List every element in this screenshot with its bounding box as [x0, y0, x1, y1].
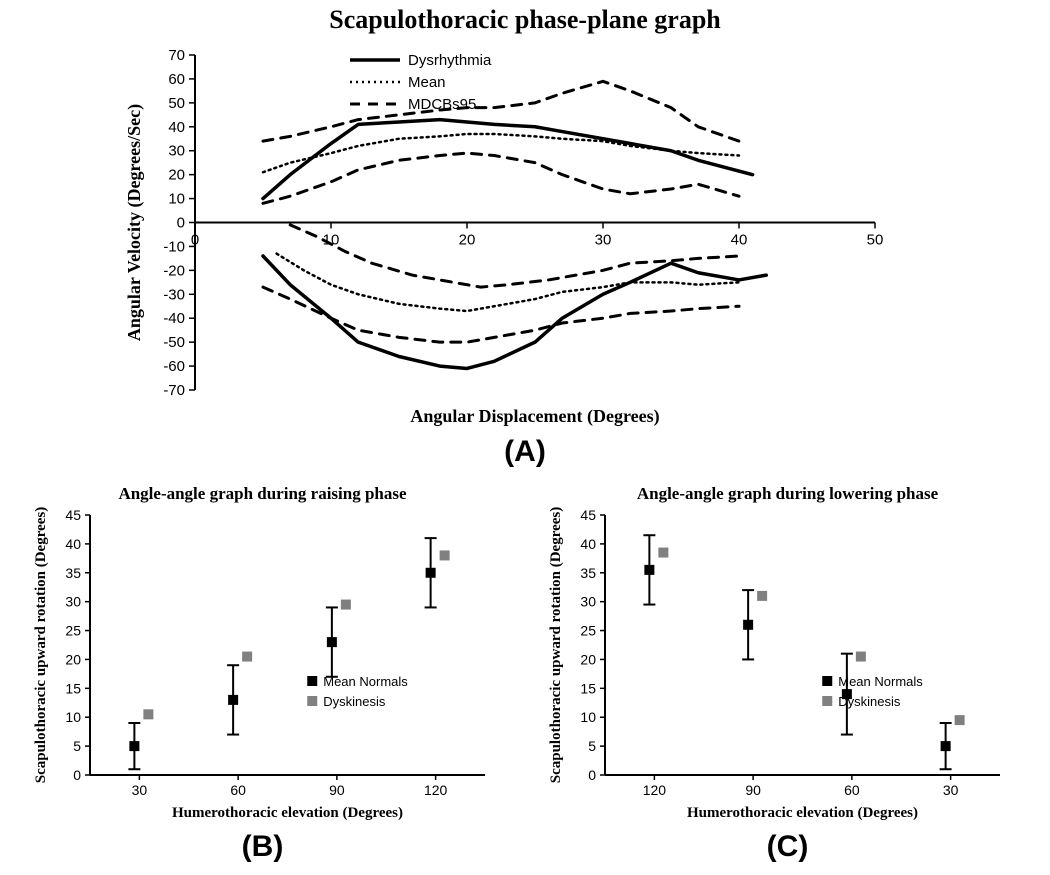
- svg-text:20: 20: [168, 167, 185, 184]
- svg-text:25: 25: [65, 623, 81, 639]
- panel-a: Scapulothoracic phase-plane graph -70-60…: [0, 0, 1050, 460]
- svg-text:40: 40: [731, 232, 748, 249]
- svg-text:0: 0: [191, 232, 199, 249]
- svg-text:Mean Normals: Mean Normals: [838, 674, 923, 689]
- svg-text:35: 35: [580, 565, 596, 581]
- svg-text:20: 20: [459, 232, 476, 249]
- svg-text:30: 30: [943, 782, 959, 798]
- panel-b: Angle-angle graph during raising phase 0…: [0, 480, 525, 875]
- svg-text:40: 40: [65, 536, 81, 552]
- svg-text:10: 10: [168, 191, 185, 208]
- panel-b-chart: 0 5 10 15 20 25 30 35 40 45 30 60 90 120 Humerothoraci…: [0, 480, 525, 830]
- svg-text:45: 45: [65, 507, 81, 523]
- svg-text:Scapulothoracic upward rotatio: Scapulothoracic upward rotation (Degrees…: [548, 507, 564, 784]
- svg-text:30: 30: [595, 232, 612, 249]
- panel-c: Angle-angle graph during lowering phase …: [525, 480, 1050, 875]
- svg-text:15: 15: [580, 680, 596, 696]
- svg-text:Mean: Mean: [408, 74, 446, 91]
- svg-text:60: 60: [168, 71, 185, 88]
- svg-text:15: 15: [65, 680, 81, 696]
- panel-c-letter: (C): [525, 830, 1050, 864]
- svg-text:70: 70: [168, 47, 185, 64]
- svg-text:-50: -50: [163, 334, 185, 351]
- svg-text:30: 30: [132, 782, 148, 798]
- svg-text:90: 90: [329, 782, 345, 798]
- svg-text:-40: -40: [163, 310, 185, 327]
- svg-text:20: 20: [580, 651, 596, 667]
- svg-text:Angular Velocity (Degrees/Sec): Angular Velocity (Degrees/Sec): [124, 104, 145, 341]
- svg-text:Humerothoracic elevation (Degr: Humerothoracic elevation (Degrees): [687, 805, 918, 821]
- svg-text:-10: -10: [163, 238, 185, 255]
- svg-text:30: 30: [65, 594, 81, 610]
- svg-text:30: 30: [168, 143, 185, 160]
- svg-text:25: 25: [580, 623, 596, 639]
- svg-text:120: 120: [424, 782, 448, 798]
- svg-text:90: 90: [745, 782, 761, 798]
- svg-text:Mean Normals: Mean Normals: [323, 674, 408, 689]
- svg-text:50: 50: [168, 95, 185, 112]
- svg-text:-60: -60: [163, 358, 185, 375]
- svg-text:120: 120: [643, 782, 667, 798]
- svg-text:0: 0: [177, 215, 185, 232]
- panel-b-letter: (B): [0, 830, 525, 864]
- svg-text:45: 45: [580, 507, 596, 523]
- svg-text:0: 0: [588, 767, 596, 783]
- panel-c-chart: 0 5 10 15 20 25 30 35 40 45 120 90 60 30 Humerothoraci…: [525, 480, 1050, 830]
- svg-text:60: 60: [844, 782, 860, 798]
- svg-text:10: 10: [65, 709, 81, 725]
- svg-text:-30: -30: [163, 286, 185, 303]
- svg-text:Dyskinesis: Dyskinesis: [838, 694, 901, 709]
- panel-a-letter: (A): [0, 435, 1050, 469]
- figure-page: Scapulothoracic phase-plane graph -70-60…: [0, 0, 1050, 875]
- svg-text:40: 40: [580, 536, 596, 552]
- svg-text:5: 5: [588, 738, 596, 754]
- svg-text:Humerothoracic elevation (Degr: Humerothoracic elevation (Degrees): [172, 805, 403, 821]
- svg-text:20: 20: [65, 651, 81, 667]
- svg-text:0: 0: [73, 767, 81, 783]
- svg-text:Scapulothoracic upward rotatio: Scapulothoracic upward rotation (Degrees…: [33, 507, 49, 784]
- svg-text:10: 10: [580, 709, 596, 725]
- svg-text:-20: -20: [163, 262, 185, 279]
- svg-text:60: 60: [230, 782, 246, 798]
- svg-text:40: 40: [168, 119, 185, 136]
- svg-text:Angular Displacement (Degrees): Angular Displacement (Degrees): [410, 406, 659, 427]
- svg-text:50: 50: [867, 232, 884, 249]
- panel-a-chart: -70-60-50-40-30-20-100102030405060700102…: [0, 0, 1050, 440]
- svg-text:MDCBs95: MDCBs95: [408, 96, 476, 113]
- svg-text:Dyskinesis: Dyskinesis: [323, 694, 386, 709]
- svg-text:35: 35: [65, 565, 81, 581]
- svg-text:30: 30: [580, 594, 596, 610]
- svg-text:Dysrhythmia: Dysrhythmia: [408, 52, 492, 69]
- svg-text:-70: -70: [163, 382, 185, 399]
- svg-text:5: 5: [73, 738, 81, 754]
